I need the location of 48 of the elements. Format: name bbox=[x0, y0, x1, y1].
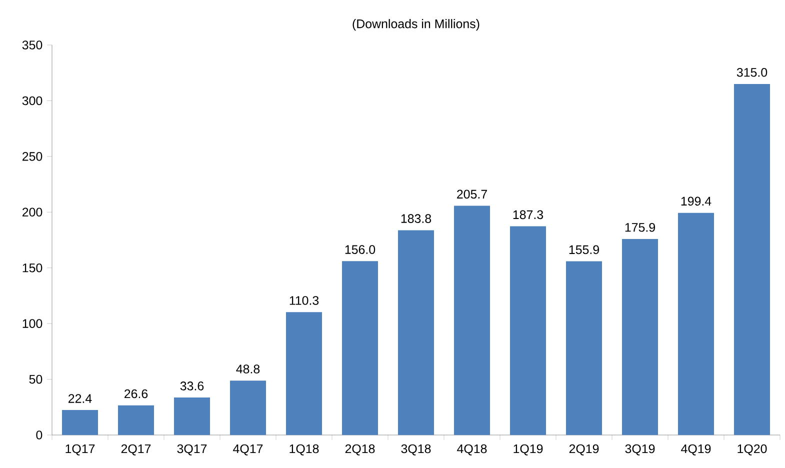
data-label: 205.7 bbox=[457, 190, 487, 199]
y-tick-label: 200 bbox=[22, 208, 42, 217]
bar bbox=[510, 226, 546, 435]
chart-title: (Downloads in Millions) bbox=[352, 19, 480, 31]
x-tick-label: 2Q17 bbox=[121, 444, 151, 456]
data-label: 33.6 bbox=[180, 382, 204, 390]
data-label: 22.4 bbox=[68, 394, 92, 403]
bar bbox=[454, 206, 490, 435]
x-tick-label: 3Q18 bbox=[401, 444, 431, 456]
y-tick-label: 350 bbox=[22, 40, 42, 50]
data-label: 315.0 bbox=[736, 68, 768, 77]
y-tick-label: 300 bbox=[22, 96, 42, 106]
bar bbox=[734, 84, 770, 435]
x-tick-label: 3Q19 bbox=[625, 444, 655, 456]
x-tick-label: 2Q18 bbox=[345, 444, 375, 456]
x-tick-label: 4Q17 bbox=[233, 444, 263, 456]
bar bbox=[398, 230, 434, 435]
y-tick-label: 250 bbox=[22, 152, 42, 161]
bar bbox=[174, 398, 210, 435]
x-tick-label: 3Q17 bbox=[177, 444, 207, 456]
data-label: 175.9 bbox=[625, 222, 655, 232]
bar bbox=[342, 261, 378, 435]
x-tick-label: 1Q18 bbox=[290, 444, 319, 456]
data-label: 155.9 bbox=[569, 245, 599, 254]
bar bbox=[62, 410, 98, 435]
x-tick-label: 1Q20 bbox=[738, 444, 767, 456]
bar bbox=[230, 380, 266, 435]
y-tick-label: 150 bbox=[22, 263, 42, 272]
bar bbox=[286, 312, 322, 435]
bar bbox=[678, 212, 714, 435]
y-tick-label: 100 bbox=[22, 319, 42, 328]
x-tick-label: 4Q19 bbox=[681, 444, 711, 456]
data-label: 187.3 bbox=[513, 210, 544, 220]
x-tick-label: 1Q17 bbox=[66, 444, 95, 456]
x-tick-label: 1Q19 bbox=[514, 444, 543, 456]
data-label: 199.4 bbox=[681, 196, 712, 206]
data-label: 26.6 bbox=[124, 389, 148, 398]
x-tick-label: 4Q18 bbox=[457, 444, 487, 456]
bar bbox=[566, 261, 602, 435]
data-label: 156.0 bbox=[345, 245, 376, 254]
bar bbox=[118, 405, 154, 435]
data-label: 183.8 bbox=[401, 214, 432, 223]
y-tick-label: 0 bbox=[36, 430, 42, 440]
bar bbox=[622, 238, 658, 435]
data-label: 110.3 bbox=[290, 296, 319, 305]
y-tick-label: 50 bbox=[29, 374, 42, 384]
x-tick-label: 2Q19 bbox=[569, 444, 599, 456]
data-label: 48.8 bbox=[236, 364, 260, 374]
